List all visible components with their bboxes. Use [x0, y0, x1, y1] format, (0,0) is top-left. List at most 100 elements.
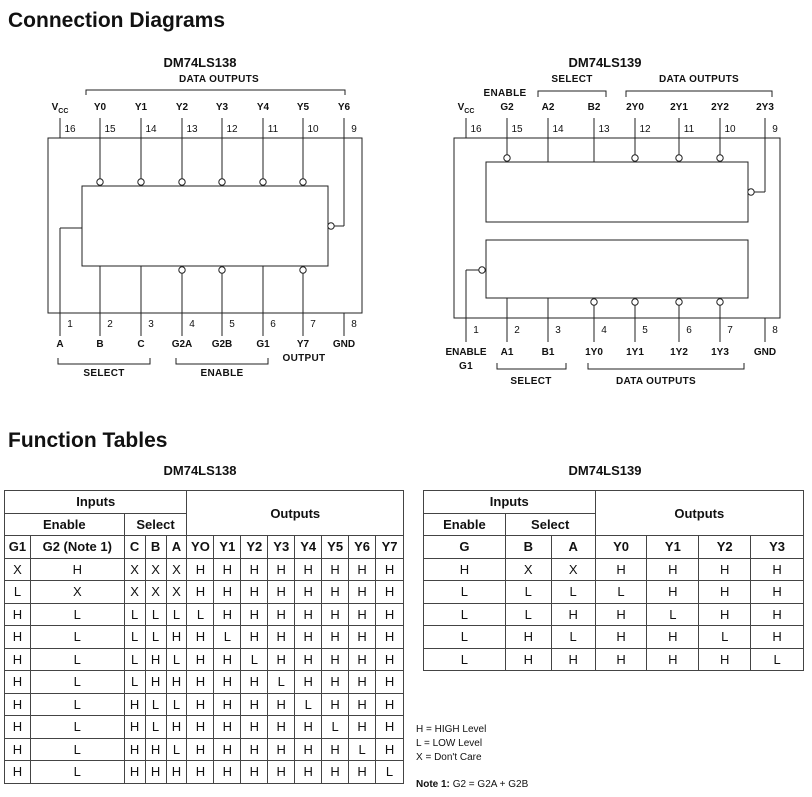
- ls139-pin-7-number: 7: [727, 325, 733, 336]
- ls139-pin-1-label: ENABLE: [445, 347, 486, 358]
- table-cell: H: [551, 648, 595, 671]
- ls139-pin-12-label: 2Y0: [626, 102, 644, 113]
- table-cell: H: [5, 603, 31, 626]
- ls139-select-header: Select: [505, 513, 595, 536]
- ls138-pin-14-bubble: [138, 179, 144, 185]
- table-cell: H: [268, 558, 295, 581]
- table-cell: H: [376, 581, 404, 604]
- ls138-pin-14-label: Y1: [135, 102, 148, 113]
- table-cell: H: [214, 671, 241, 694]
- ls139-top-outputs-label: DATA OUTPUTS: [659, 74, 739, 85]
- ls138-logic-block: [82, 186, 328, 266]
- ls138-pin-15-bubble: [97, 179, 103, 185]
- ls139-column-header: Y2: [699, 536, 751, 559]
- ls139-inputs-header: Inputs: [424, 491, 596, 514]
- table-cell: H: [268, 603, 295, 626]
- ls138-column-header: Y4: [295, 536, 322, 559]
- table-cell: H: [295, 603, 322, 626]
- ls139-pin-2-label: A1: [501, 347, 514, 358]
- table-cell: H: [595, 558, 647, 581]
- ls139-pin-5-bubble: [632, 299, 638, 305]
- table-cell: H: [647, 558, 699, 581]
- table-cell: L: [166, 603, 187, 626]
- table-cell: H: [5, 761, 31, 784]
- legend-dont-care: X = Don't Care: [416, 751, 486, 765]
- table-cell: X: [166, 558, 187, 581]
- table-cell: H: [268, 738, 295, 761]
- ls138-pin-13-number: 13: [186, 124, 198, 135]
- ls138-enable-brace: [176, 358, 268, 364]
- ls139-connection-diagram: VCC16G215A214B2132Y0122Y1112Y2102Y39 1EN…: [410, 60, 810, 400]
- ls138-pin-13-label: Y2: [176, 102, 189, 113]
- ls139-top-select-brace: [538, 91, 606, 97]
- table-cell: H: [268, 626, 295, 649]
- table-cell: L: [30, 738, 124, 761]
- table-cell: L: [124, 603, 145, 626]
- function-tables-heading: Function Tables: [8, 429, 167, 453]
- table-cell: H: [322, 738, 349, 761]
- ls138-pin-11-bubble: [260, 179, 266, 185]
- ls139-pin-4-number: 4: [601, 325, 607, 336]
- table-cell: L: [30, 603, 124, 626]
- table-cell: H: [699, 581, 751, 604]
- table-cell: H: [124, 716, 145, 739]
- table-cell: H: [295, 648, 322, 671]
- ls139-pin-8-number: 8: [772, 325, 778, 336]
- table-cell: H: [5, 626, 31, 649]
- table-cell: H: [214, 716, 241, 739]
- table-cell: H: [187, 671, 214, 694]
- table-cell: H: [268, 716, 295, 739]
- ls139-outputs-header: Outputs: [595, 491, 803, 536]
- ls138-pin-5-number: 5: [229, 319, 235, 330]
- table-cell: H: [268, 761, 295, 784]
- table-cell: L: [241, 648, 268, 671]
- table-cell: L: [551, 626, 595, 649]
- ls138-column-header: G2 (Note 1): [30, 536, 124, 559]
- table-cell: L: [30, 671, 124, 694]
- ls138-pin-11-label: Y4: [257, 102, 270, 113]
- ls138-pin-12-bubble: [219, 179, 225, 185]
- ls139-pin-4-bubble: [591, 299, 597, 305]
- table-cell: H: [751, 626, 804, 649]
- ls139-pin-11-label: 2Y1: [670, 102, 688, 113]
- ls138-pin-5-bubble: [219, 267, 225, 273]
- table-cell: H: [241, 761, 268, 784]
- ls138-pin-3-number: 3: [148, 319, 154, 330]
- ls139-bottom-outputs-label: DATA OUTPUTS: [616, 376, 696, 387]
- ls138-pin-3-label: C: [137, 339, 144, 350]
- table-cell: H: [187, 738, 214, 761]
- ls139-pin-14-number: 14: [552, 124, 564, 135]
- table-cell: H: [5, 738, 31, 761]
- table-cell: H: [295, 581, 322, 604]
- table-row: HLLLHHLHHHHHH: [5, 626, 404, 649]
- ls139-top-enable-label: ENABLE: [484, 88, 527, 99]
- ls139-pin-10-bubble: [717, 155, 723, 161]
- table-cell: L: [424, 626, 506, 649]
- table-cell: L: [505, 603, 551, 626]
- table-cell: H: [751, 558, 804, 581]
- ls138-data-outputs-brace: [86, 90, 345, 95]
- table-cell: L: [145, 626, 166, 649]
- table-row: LLLLHHH: [424, 581, 804, 604]
- ls138-function-table: Inputs Outputs Enable Select G1 G2 (Note …: [4, 490, 404, 784]
- table-cell: H: [241, 671, 268, 694]
- table-cell: L: [124, 671, 145, 694]
- ls139-pin-15-label: G2: [500, 102, 514, 113]
- table-cell: H: [241, 626, 268, 649]
- table-cell: H: [376, 648, 404, 671]
- ls138-pin-5-label: G2B: [212, 339, 233, 350]
- table-cell: H: [322, 626, 349, 649]
- table-cell: L: [647, 603, 699, 626]
- table-cell: H: [349, 626, 376, 649]
- ls138-pin-4-label: G2A: [172, 339, 193, 350]
- table-cell: H: [124, 738, 145, 761]
- ls138-column-header: A: [166, 536, 187, 559]
- ls139-pin-16-number: 16: [470, 124, 482, 135]
- table-cell: L: [5, 581, 31, 604]
- table-row: HLHHHHHHHHHHL: [5, 761, 404, 784]
- ls138-inputs-header: Inputs: [5, 491, 187, 514]
- table-cell: H: [166, 761, 187, 784]
- ls138-package-outline: [48, 138, 362, 313]
